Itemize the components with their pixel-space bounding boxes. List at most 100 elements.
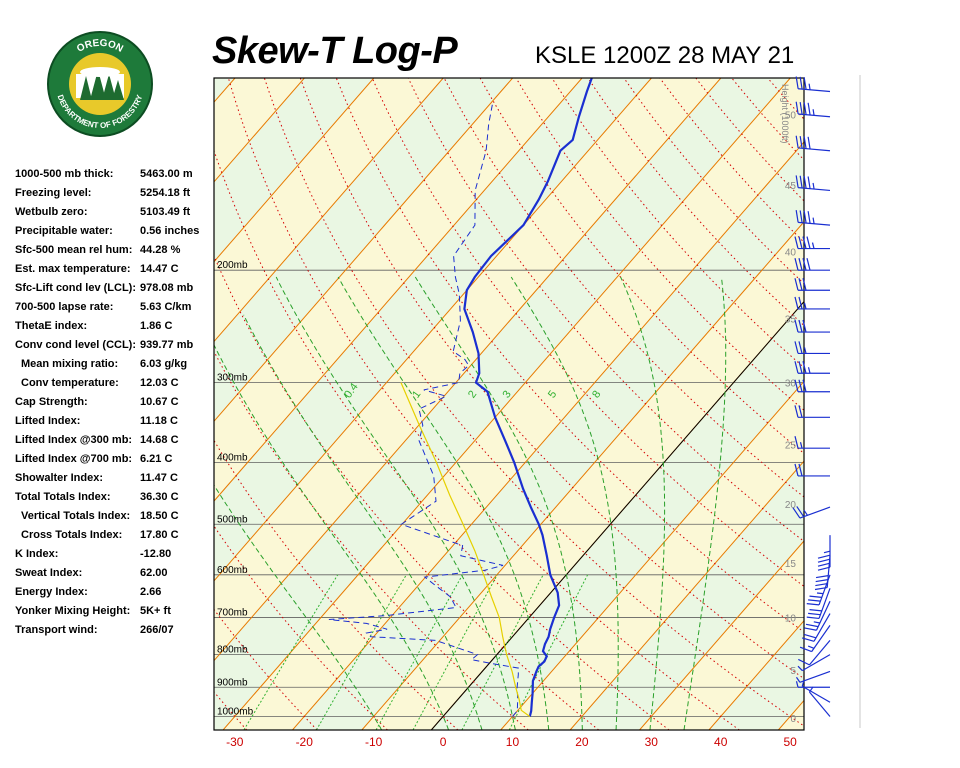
wind-barb-half-flag — [813, 621, 820, 624]
wind-barb-half-flag — [812, 217, 815, 224]
dry-adiabat-line — [803, 78, 804, 80]
index-value: 5254.18 ft — [140, 187, 191, 199]
index-label: Yonker Mixing Height: — [15, 605, 131, 617]
index-value: 0.56 inches — [140, 225, 200, 237]
wind-barb-flag — [799, 175, 803, 189]
index-label: Lifted Index @300 mb: — [15, 434, 133, 446]
wind-barb — [799, 625, 831, 653]
wind-barb-flag — [802, 278, 807, 291]
wind-barb-flag — [817, 566, 831, 571]
wind-barb — [794, 296, 830, 310]
dry-adiabat-line — [479, 78, 804, 455]
wind-barb-flag — [798, 296, 803, 310]
wind-barb-flag — [817, 562, 831, 567]
wind-barb-flag — [803, 136, 807, 149]
wind-barb-staff — [818, 588, 831, 619]
index-label: Energy Index: — [15, 586, 88, 598]
index-value: 5.63 C/km — [140, 301, 192, 313]
index-label: Showalter Index: — [15, 472, 104, 484]
index-label: Est. max temperature: — [15, 263, 131, 275]
wind-barb-half-flag — [812, 109, 815, 116]
isotherm-line — [214, 78, 375, 263]
wind-barb-half-flag — [797, 665, 803, 672]
wind-barb-flag — [798, 278, 803, 291]
isotherm-line — [500, 380, 804, 730]
isotherm-line — [214, 78, 444, 343]
wind-barb-flag — [802, 236, 807, 249]
moist-adiabat-line — [214, 484, 383, 730]
wind-barb-half-flag — [795, 676, 801, 683]
wind-barb-flag — [794, 463, 799, 477]
index-value: 939.77 mb — [140, 339, 194, 351]
isotherm-line — [214, 78, 722, 662]
index-value: 6.03 g/kg — [140, 358, 188, 370]
index-row: Vertical Totals Index: 18.50 C — [15, 510, 215, 529]
height-tick-label: 15 — [785, 559, 797, 570]
wind-barb-flag — [803, 210, 807, 224]
index-label: 1000-500 mb thick: — [15, 168, 114, 180]
wind-barb-flag — [803, 102, 807, 115]
wind-barb-flag — [795, 210, 799, 223]
isotherm-line — [639, 540, 804, 730]
wind-barb-half-flag — [807, 367, 811, 374]
index-label: Cap Strength: — [15, 396, 88, 408]
mixing-ratio-label: 3 — [500, 389, 513, 401]
wind-barb-staff — [799, 670, 831, 683]
index-label: Freezing level: — [15, 187, 92, 199]
mixing-ratio-label: 5 — [546, 389, 559, 401]
wind-barb — [808, 686, 831, 717]
moist-adiabat-line — [275, 276, 516, 730]
wind-barb-half-flag — [795, 681, 799, 688]
moist-adiabat-line — [337, 276, 550, 730]
dry-adiabat-line — [263, 78, 804, 727]
wind-barb-flag — [794, 436, 799, 449]
isotherm-line — [0, 78, 166, 730]
wind-barb-half-flag — [803, 509, 808, 516]
wind-barb — [794, 236, 830, 250]
dewpoint-profile — [328, 104, 519, 717]
moist-adiabat-line — [510, 276, 619, 730]
temperature-tick-label: -20 — [296, 735, 314, 749]
wind-barb-flag — [794, 296, 799, 310]
wind-barb-flag — [794, 258, 799, 271]
height-tick-label: 20 — [785, 500, 797, 511]
index-row: Precipitable water: 0.56 inches — [15, 225, 215, 244]
isotherm-line — [0, 78, 96, 730]
temperature-tick-label: 30 — [645, 735, 659, 749]
wind-barb — [798, 639, 831, 666]
mixing-ratio-line — [412, 574, 498, 730]
wind-barb-staff — [801, 654, 831, 672]
index-label: Sfc-Lift cond lev (LCL): — [15, 282, 136, 294]
isotherm-line — [214, 78, 652, 582]
index-value: 1.86 C — [140, 320, 173, 332]
wind-barb-flag — [799, 210, 803, 223]
logo-top-text: OREGON — [75, 38, 125, 55]
mixing-ratio-label: 1 — [410, 389, 423, 401]
wind-barb-flag — [798, 463, 803, 477]
wind-barb — [804, 601, 831, 631]
index-value: 5103.49 ft — [140, 206, 191, 218]
wind-barb-staff — [799, 506, 831, 519]
isotherm-line — [0, 78, 27, 730]
height-tick-label: 10 — [785, 614, 797, 625]
wind-barb-flag — [817, 558, 831, 563]
wind-barb-flag — [815, 582, 828, 587]
height-tick-label: 40 — [785, 248, 797, 259]
wind-barb-flag — [806, 603, 820, 606]
parcel-profile — [400, 382, 531, 717]
wind-barb-staff — [815, 601, 831, 631]
index-value: 2.66 — [140, 586, 162, 598]
index-label: Cross Totals Index: — [21, 529, 123, 541]
isotherm-line — [777, 699, 804, 730]
index-row: ThetaE index: 1.86 C — [15, 320, 215, 339]
index-row: Lifted Index @300 mb: 14.68 C — [15, 434, 215, 453]
index-label: Conv cond level (CCL): — [15, 339, 137, 351]
moist-adiabat-line — [620, 276, 666, 730]
index-value: 11.47 C — [140, 472, 178, 484]
index-row: Cap Strength: 10.67 C — [15, 396, 215, 415]
wind-barb — [795, 670, 831, 683]
height-tick-label: 35 — [785, 314, 797, 325]
dry-adiabat-line — [214, 691, 248, 730]
wind-barb-half-flag — [808, 83, 811, 90]
